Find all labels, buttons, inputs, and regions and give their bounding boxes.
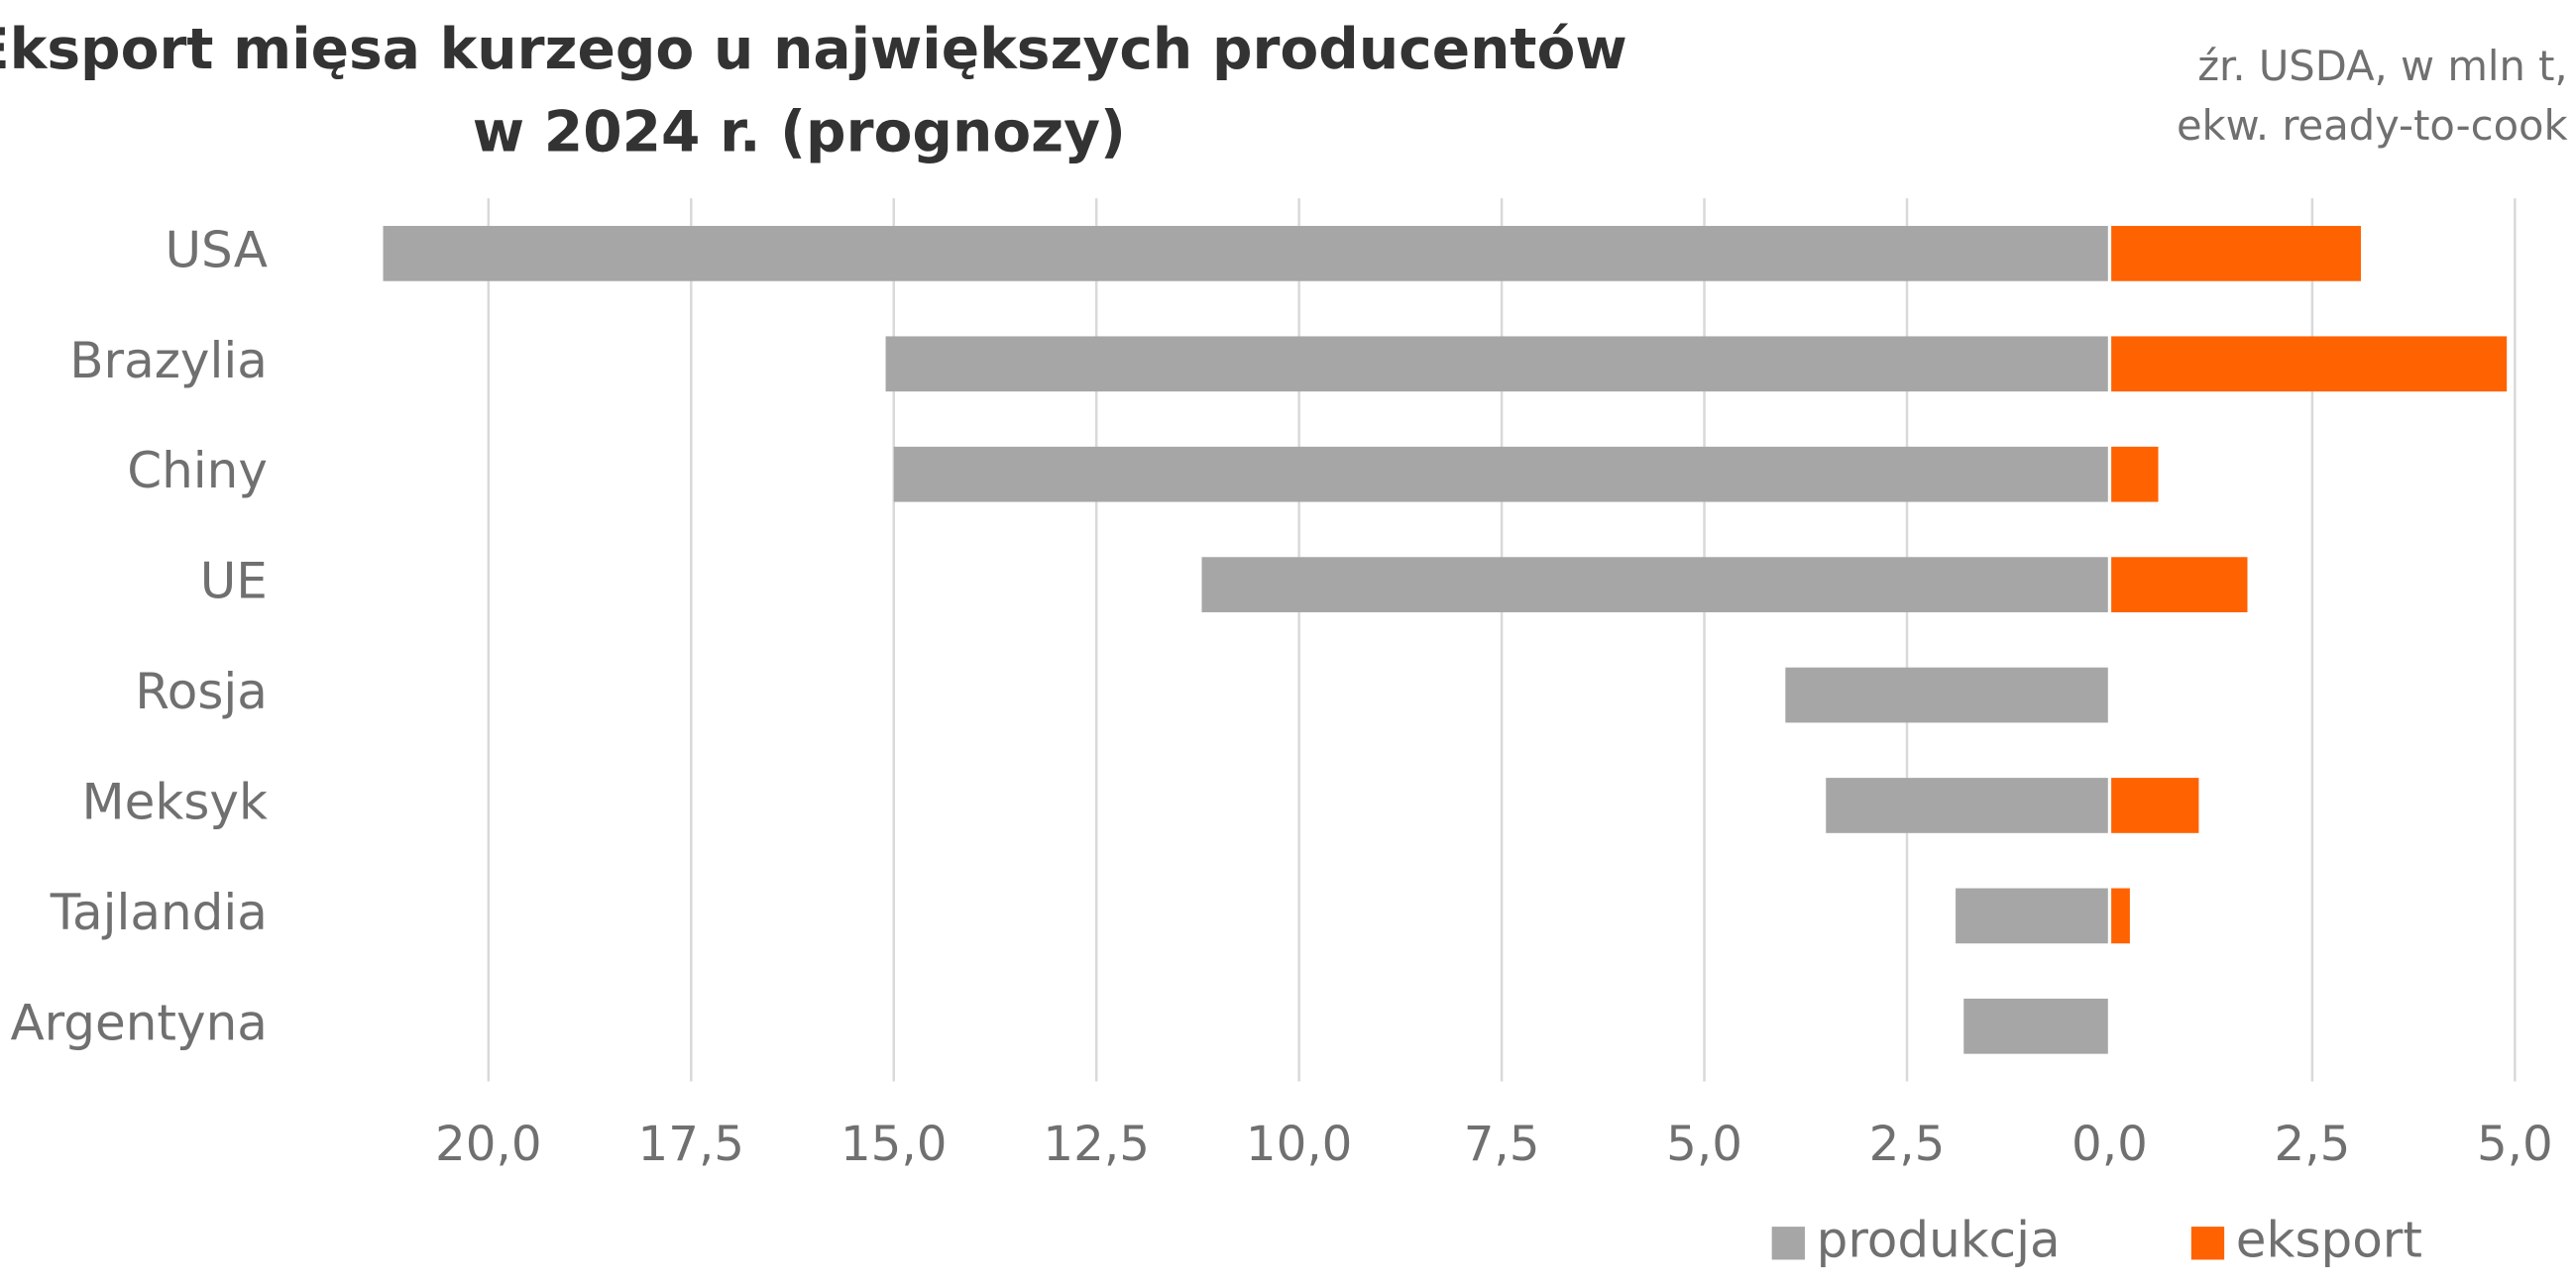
chart-subtitle: źr. USDA, w mln t, — [2197, 42, 2567, 90]
y-tick-label: USA — [165, 221, 267, 278]
x-tick-label: 15,0 — [840, 1117, 948, 1172]
chart-title: w 2024 r. (prognozy) — [473, 99, 1126, 164]
legend-label: produkcja — [1817, 1211, 2061, 1268]
y-tick-label: Tajlandia — [50, 884, 268, 941]
legend-swatch — [1771, 1227, 1805, 1260]
y-tick-label: Chiny — [127, 442, 268, 499]
chart-title: Eksport mięsa kurzego u największych pro… — [0, 17, 1627, 82]
bar — [2109, 778, 2199, 833]
bar — [2109, 336, 2508, 392]
bar — [1956, 888, 2110, 944]
bar — [1963, 998, 2110, 1054]
x-tick-label: 2,5 — [2274, 1117, 2350, 1172]
legend-swatch — [2190, 1227, 2225, 1260]
bar — [885, 336, 2110, 392]
bar — [1826, 778, 2110, 833]
chart-subtitle: ekw. ready-to-cook — [2177, 101, 2568, 150]
x-tick-label: 10,0 — [1246, 1117, 1353, 1172]
bar — [2109, 446, 2159, 502]
x-tick-label: 17,5 — [638, 1117, 745, 1172]
bar — [1201, 557, 2110, 612]
y-tick-label: UE — [200, 553, 268, 610]
bar — [1785, 667, 2110, 723]
bar — [2109, 226, 2361, 281]
x-tick-label: 7,5 — [1464, 1117, 1540, 1172]
x-tick-label: 5,0 — [1666, 1117, 1742, 1172]
bar — [383, 226, 2110, 281]
legend-label: eksport — [2236, 1211, 2422, 1268]
bar — [2109, 557, 2248, 612]
x-tick-label: 2,5 — [1869, 1117, 1946, 1172]
x-tick-label: 20,0 — [435, 1117, 542, 1172]
y-tick-label: Brazylia — [69, 332, 268, 389]
y-tick-label: Argentyna — [10, 994, 267, 1051]
y-tick-label: Rosja — [135, 663, 268, 720]
y-tick-label: Meksyk — [82, 773, 268, 830]
bar — [893, 446, 2110, 502]
bar — [2109, 888, 2130, 944]
x-tick-label: 5,0 — [2477, 1117, 2553, 1172]
x-tick-label: 0,0 — [2072, 1117, 2148, 1172]
x-tick-label: 12,5 — [1043, 1117, 1150, 1172]
